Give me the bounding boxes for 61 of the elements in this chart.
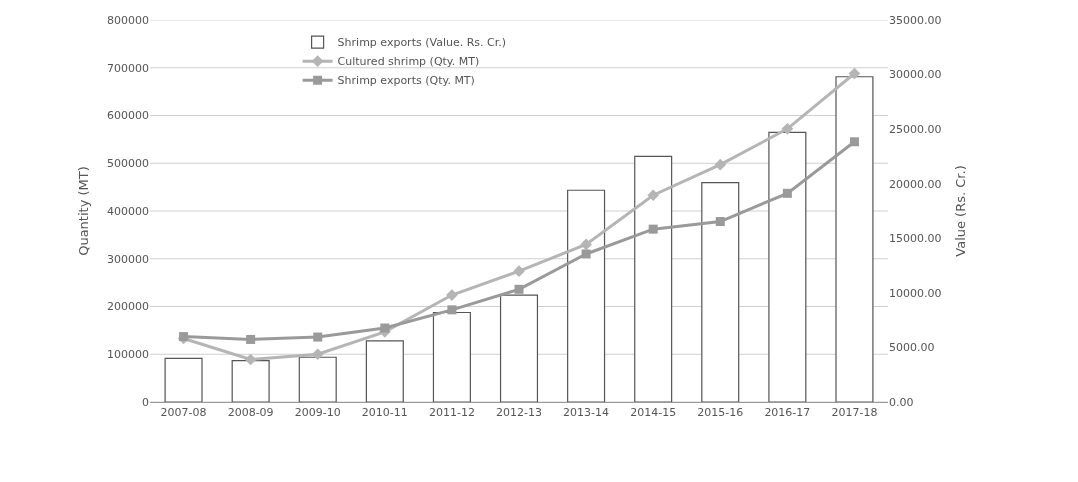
point: [647, 189, 660, 202]
bar: [835, 76, 874, 402]
bar: [432, 311, 471, 402]
point: [782, 188, 792, 198]
y2-tick-label: 10000.00: [889, 286, 942, 300]
y2-tick-label: 25000.00: [889, 122, 942, 136]
x-tick-label: 2015-16: [697, 406, 744, 420]
y-tick-label: 500000: [107, 157, 149, 171]
point: [246, 334, 256, 344]
point: [849, 137, 859, 147]
y-tick-label: 400000: [107, 204, 149, 218]
point: [848, 67, 861, 80]
y2-tick-label: 5000.00: [889, 341, 935, 355]
legend-label: Cultured shrimp (Qty. MT): [337, 55, 480, 69]
y-tick-label: 600000: [107, 109, 149, 123]
y2-tick-label: 15000.00: [889, 232, 942, 246]
x-tick-label: 2011-12: [428, 406, 475, 420]
y-tick-label: 100000: [107, 348, 149, 362]
bar: [701, 182, 740, 402]
y-tick-label: 300000: [107, 252, 149, 266]
x-tick-label: 2009-10: [294, 406, 341, 420]
point: [781, 123, 794, 135]
y-tick-label: 700000: [107, 61, 149, 75]
x-tick-label: 2017-18: [831, 406, 878, 420]
bar: [768, 131, 807, 402]
x-tick-label: 2012-13: [496, 406, 542, 420]
bar: [164, 357, 203, 402]
point: [514, 284, 524, 294]
x-tick-label: 2014-15: [630, 406, 677, 420]
legend-label: Shrimp exports (Qty. MT): [337, 74, 475, 88]
y-tick-label: 0: [142, 395, 149, 409]
point: [581, 249, 591, 259]
x-tick-label: 2010-11: [361, 406, 408, 420]
bar: [567, 189, 606, 402]
y2-tick-label: 30000.00: [889, 68, 942, 82]
point: [715, 217, 725, 227]
y-axis-title: Quantity (MT): [75, 166, 91, 256]
y-tick-label: 800000: [107, 13, 149, 27]
point: [244, 353, 257, 366]
point: [313, 332, 323, 342]
x-tick-label: 2008-09: [227, 406, 274, 420]
bar: [298, 356, 337, 402]
point: [513, 265, 525, 278]
point: [648, 224, 658, 234]
y-tick-label: 200000: [107, 300, 149, 314]
bar: [231, 359, 270, 402]
y2-tick-label: 35000.00: [889, 13, 942, 27]
y2-axis-title: Value (Rs. Cr.): [953, 165, 969, 257]
legend-label: Shrimp exports (Value. Rs. Cr.): [337, 36, 507, 50]
y2-tick-label: 0.00: [889, 395, 914, 409]
x-tick-label: 2016-17: [764, 406, 811, 420]
point: [380, 323, 390, 333]
bar: [365, 340, 404, 402]
point: [580, 238, 592, 251]
bar: [499, 294, 539, 402]
point: [447, 305, 457, 315]
x-tick-label: 2007-08: [160, 406, 207, 420]
bar: [634, 155, 673, 402]
x-tick-label: 2013-14: [563, 406, 610, 420]
y2-tick-label: 20000.00: [889, 177, 942, 191]
point: [714, 158, 727, 171]
